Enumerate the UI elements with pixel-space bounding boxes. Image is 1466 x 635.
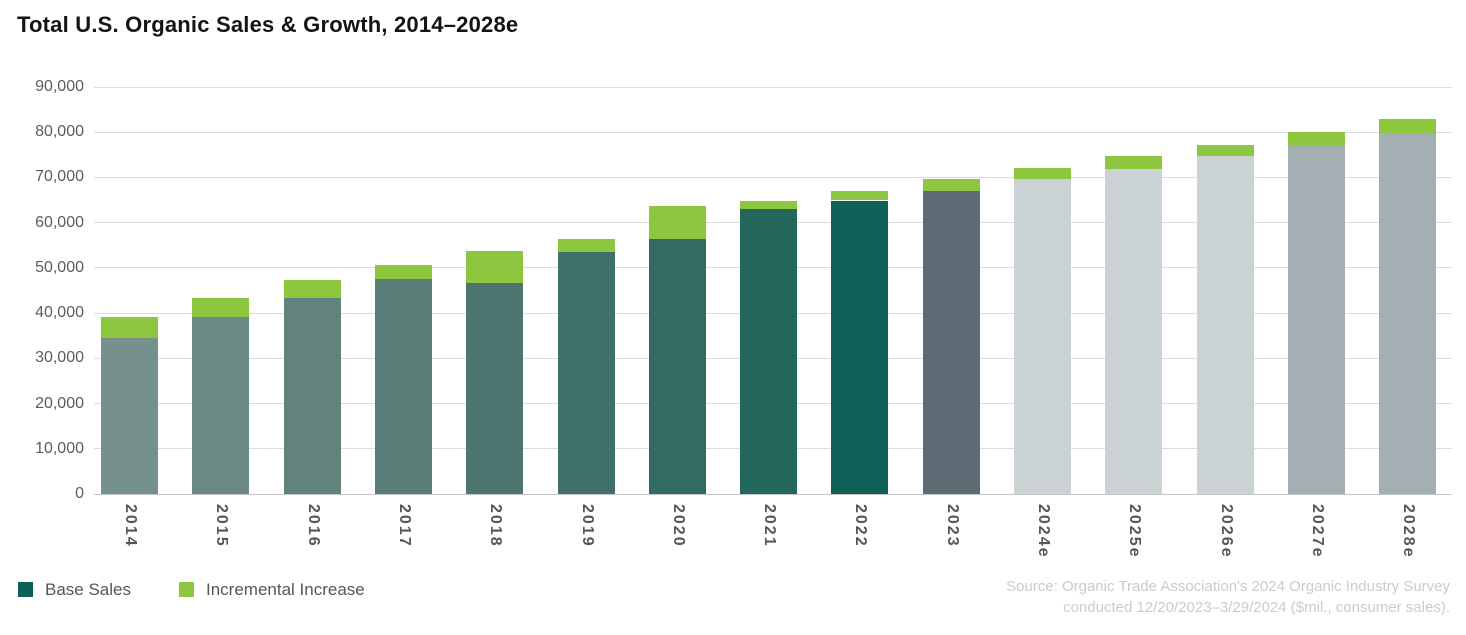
- legend-swatch-base-sales: [18, 582, 33, 597]
- x-axis-label-2016: 2016: [304, 504, 322, 548]
- bar-incremental-segment-2024e: [1014, 167, 1071, 180]
- bar-incremental-segment-2028e: [1379, 118, 1436, 133]
- bar-incremental-segment-2019: [558, 238, 615, 252]
- bar-base-segment-2028e: [1379, 132, 1436, 494]
- bar-incremental-segment-2018: [466, 251, 523, 283]
- x-axis-label-2014: 2014: [121, 504, 139, 548]
- bar-incremental-segment-2023: [923, 179, 980, 191]
- bar-incremental-segment-2021: [740, 200, 797, 209]
- bar-base-segment-2027e: [1288, 145, 1345, 494]
- bar-base-segment-2020: [649, 238, 706, 494]
- bar-incremental-segment-2016: [284, 279, 341, 298]
- bar-incremental-segment-2026e: [1197, 144, 1254, 156]
- chart-title: Total U.S. Organic Sales & Growth, 2014–…: [17, 12, 519, 37]
- x-axis-label-2028e: 2028e: [1399, 504, 1417, 559]
- bar-incremental-segment-2014: [101, 316, 158, 338]
- source-line-2: conducted 12/20/2023–3/29/2024 ($mil., c…: [1063, 599, 1450, 616]
- bar-base-segment-2014: [101, 337, 158, 494]
- source-line-1: Source: Organic Trade Association's 2024…: [1006, 578, 1450, 595]
- x-axis-label-2017: 2017: [395, 504, 413, 548]
- x-axis-label-2022: 2022: [851, 504, 869, 548]
- gridline: [94, 493, 1452, 495]
- y-axis-tick-label: 70,000: [35, 168, 84, 186]
- x-axis-label-2015: 2015: [212, 504, 230, 548]
- bar-base-segment-2017: [375, 278, 432, 494]
- bar-base-segment-2025e: [1105, 168, 1162, 494]
- legend-label-base-sales: Base Sales: [45, 580, 131, 599]
- bar-base-segment-2019: [558, 251, 615, 494]
- bar-incremental-segment-2015: [192, 297, 249, 318]
- x-axis-label-2025e: 2025e: [1125, 504, 1143, 559]
- y-axis-tick-label: 20,000: [35, 394, 84, 412]
- bar-base-segment-2024e: [1014, 179, 1071, 494]
- bar-base-segment-2023: [923, 191, 980, 494]
- legend-swatch-incremental-increase: [179, 582, 194, 597]
- bar-incremental-segment-2027e: [1288, 131, 1345, 146]
- gridline: [94, 86, 1452, 88]
- bar-base-segment-2022: [831, 200, 888, 494]
- x-axis-label-2019: 2019: [578, 504, 596, 548]
- bar-incremental-segment-2025e: [1105, 155, 1162, 169]
- y-axis-tick-label: 80,000: [35, 123, 84, 141]
- bar-base-segment-2018: [466, 282, 523, 494]
- source-note: Source: Organic Trade Association's 2024…: [1006, 576, 1450, 618]
- legend-label-incremental-increase: Incremental Increase: [206, 580, 365, 599]
- x-axis-label-2024e: 2024e: [1034, 504, 1052, 559]
- x-axis-label-2027e: 2027e: [1308, 504, 1326, 559]
- y-axis-tick-label: 0: [75, 485, 84, 502]
- bar-base-segment-2026e: [1197, 155, 1254, 494]
- bar-base-segment-2016: [284, 297, 341, 494]
- y-axis-tick-label: 60,000: [35, 213, 84, 231]
- y-axis-tick-label: 40,000: [35, 304, 84, 322]
- gridline: [94, 131, 1452, 133]
- bar-incremental-segment-2017: [375, 264, 432, 279]
- y-axis-tick-label: 30,000: [35, 349, 84, 367]
- x-axis-label-2021: 2021: [760, 504, 778, 548]
- y-axis-tick-label: 50,000: [35, 258, 84, 276]
- bar-base-segment-2015: [192, 317, 249, 494]
- x-axis-label-2023: 2023: [943, 504, 961, 548]
- y-axis-tick-label: 90,000: [35, 78, 84, 95]
- y-axis-tick-label: 10,000: [35, 439, 84, 457]
- x-axis-label-2020: 2020: [669, 504, 687, 548]
- bar-base-segment-2021: [740, 208, 797, 494]
- x-axis-label-2018: 2018: [486, 504, 504, 548]
- bar-incremental-segment-2020: [649, 206, 706, 239]
- bar-incremental-segment-2022: [831, 191, 888, 201]
- gridline: [94, 176, 1452, 178]
- x-axis-label-2026e: 2026e: [1217, 504, 1235, 559]
